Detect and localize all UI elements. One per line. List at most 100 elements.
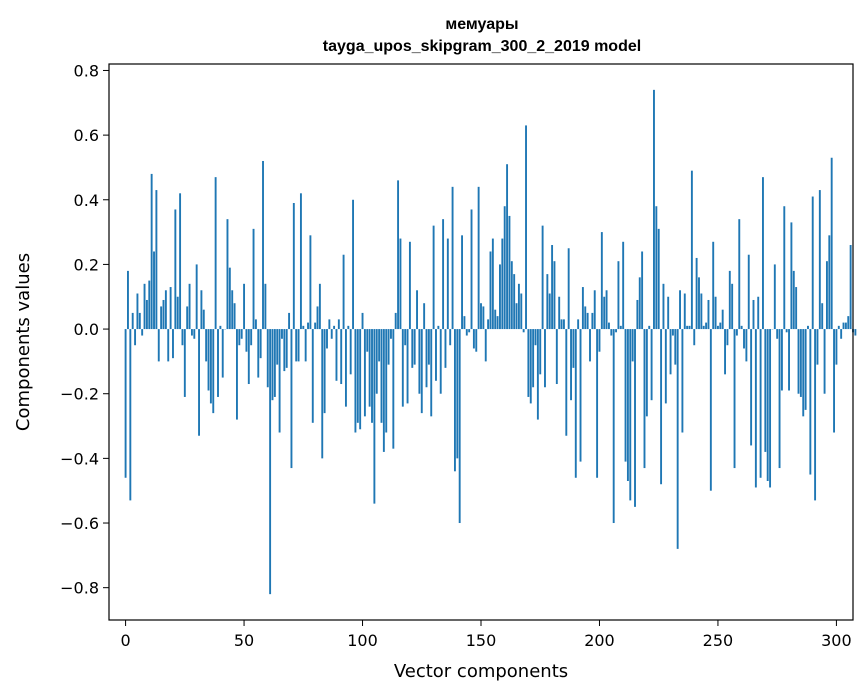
bar-component-45 — [231, 290, 234, 330]
bar-component-180 — [551, 245, 554, 330]
bar-component-78 — [309, 235, 312, 330]
bar-component-70 — [290, 329, 293, 469]
bar-component-49 — [240, 329, 243, 339]
bar-component-268 — [759, 329, 762, 478]
bar-component-57 — [259, 329, 262, 359]
bar-component-138 — [451, 186, 454, 330]
bar-component-295 — [823, 329, 826, 394]
y-tick-label: −0.6 — [60, 514, 99, 533]
bar-component-213 — [629, 329, 632, 501]
bar-component-211 — [624, 329, 627, 462]
bar-component-282 — [792, 270, 795, 330]
bar-component-256 — [731, 283, 734, 330]
bar-component-17 — [164, 290, 167, 330]
bar-component-30 — [195, 264, 198, 330]
bar-component-183 — [558, 296, 561, 330]
bar-component-80 — [314, 322, 317, 330]
bar-component-176 — [541, 225, 544, 330]
bars-group — [124, 89, 857, 595]
bar-component-206 — [612, 329, 615, 524]
bar-component-60 — [266, 329, 269, 388]
bar-component-10 — [148, 280, 151, 330]
bar-component-173 — [534, 329, 537, 346]
bar-component-283 — [795, 287, 798, 330]
bar-component-255 — [728, 270, 731, 330]
bar-component-96 — [352, 199, 354, 330]
bar-component-257 — [733, 329, 736, 469]
bar-component-227 — [662, 283, 665, 330]
bar-component-68 — [285, 329, 288, 368]
bar-component-306 — [849, 245, 852, 330]
bar-component-95 — [349, 329, 352, 375]
bar-component-230 — [669, 329, 672, 375]
bar-component-221 — [648, 325, 651, 330]
bar-component-245 — [705, 322, 708, 330]
bar-component-139 — [453, 329, 456, 472]
bar-component-174 — [536, 329, 539, 420]
bar-component-202 — [603, 296, 606, 330]
bar-component-102 — [366, 329, 369, 352]
bar-component-248 — [712, 241, 715, 330]
bar-component-43 — [226, 219, 229, 330]
bar-component-129 — [430, 329, 433, 417]
bar-component-9 — [145, 299, 148, 330]
bar-component-287 — [804, 329, 807, 410]
bar-component-263 — [747, 254, 750, 330]
bar-component-16 — [162, 299, 165, 330]
bar-component-98 — [356, 329, 359, 423]
bar-component-31 — [198, 329, 200, 436]
bar-component-32 — [200, 290, 203, 330]
bar-component-265 — [752, 299, 755, 330]
bar-component-108 — [380, 329, 383, 423]
bar-component-151 — [482, 306, 485, 330]
bar-component-4 — [134, 329, 137, 346]
bar-component-278 — [783, 206, 786, 330]
y-axis: −0.8 −0.6 −0.4 −0.2 0.0 0.2 0.4 0.6 0.8 — [60, 61, 109, 598]
bar-component-142 — [461, 235, 463, 330]
bar-component-305 — [847, 316, 850, 330]
bar-component-90 — [337, 319, 340, 330]
y-tick-label: 0.8 — [74, 61, 99, 80]
bar-component-187 — [567, 248, 570, 330]
bar-component-164 — [513, 274, 516, 330]
bar-component-252 — [721, 309, 724, 330]
bar-component-184 — [560, 319, 563, 330]
bar-component-233 — [676, 329, 679, 549]
bar-component-171 — [529, 329, 532, 404]
bar-component-121 — [411, 329, 414, 368]
bar-component-15 — [160, 306, 163, 330]
bar-component-204 — [608, 322, 610, 330]
bar-component-51 — [245, 329, 248, 352]
bar-component-6 — [138, 312, 141, 330]
bar-component-216 — [636, 299, 639, 330]
bar-component-235 — [681, 329, 684, 433]
bar-component-294 — [821, 303, 824, 330]
x-axis: 0 50 100 150 200 250 300 — [120, 620, 852, 650]
bar-component-83 — [321, 329, 324, 459]
bar-component-201 — [600, 232, 603, 330]
bar-component-119 — [406, 329, 409, 404]
bar-component-284 — [797, 329, 800, 394]
bar-component-89 — [335, 329, 338, 381]
bar-component-300 — [835, 329, 838, 365]
bar-component-297 — [828, 235, 831, 330]
bar-component-140 — [456, 329, 459, 459]
bar-component-7 — [141, 329, 144, 336]
bar-component-0 — [124, 329, 127, 478]
y-tick-label: 0.6 — [74, 126, 99, 145]
bar-component-94 — [347, 325, 350, 330]
chart-subtitle: tayga_upos_skipgram_300_2_2019 model — [323, 38, 641, 55]
bar-component-242 — [698, 277, 700, 330]
bar-component-197 — [591, 312, 594, 330]
bar-component-136 — [446, 238, 449, 330]
bar-component-87 — [330, 329, 333, 339]
bar-component-128 — [427, 329, 430, 365]
bar-component-167 — [520, 293, 523, 330]
bar-component-286 — [802, 329, 805, 417]
bar-component-243 — [700, 293, 703, 330]
bar-component-224 — [655, 206, 658, 330]
bar-component-110 — [385, 329, 388, 433]
bar-component-207 — [615, 329, 618, 333]
bar-component-27 — [188, 283, 191, 330]
